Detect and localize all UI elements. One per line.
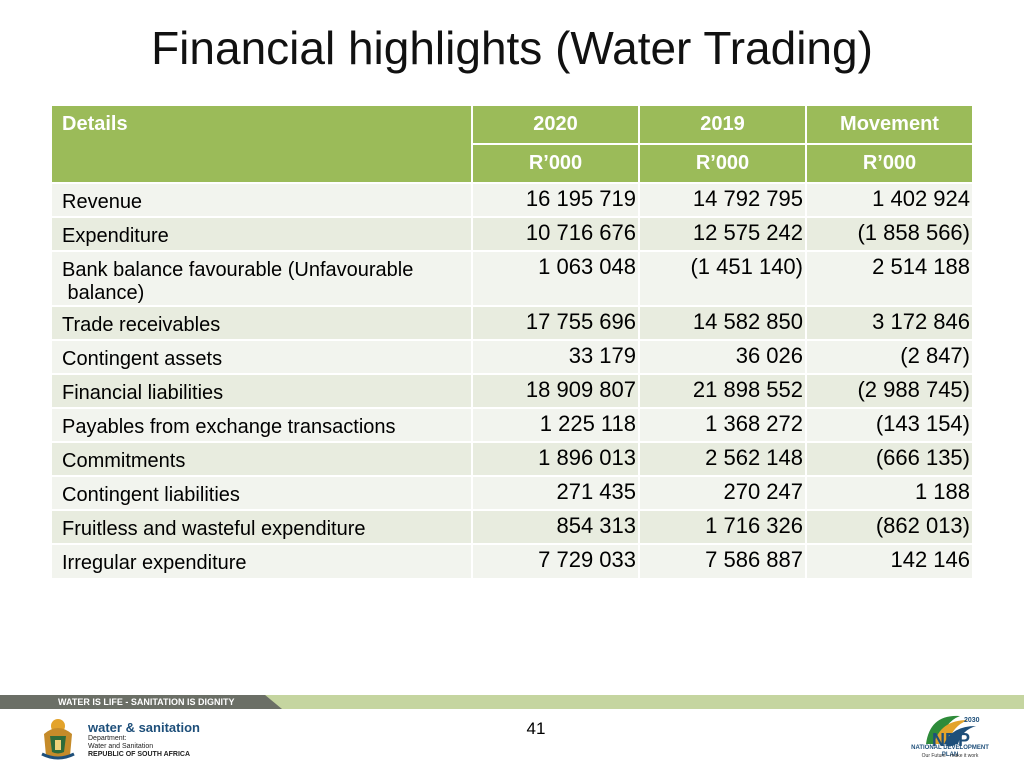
row-label: Financial liabilities — [52, 373, 472, 408]
table-row: Bank balance favourable (Unfavourable ba… — [52, 250, 972, 306]
row-label-text: Trade receivables — [62, 314, 221, 336]
row-label-text: Contingent assets — [62, 348, 223, 370]
header-details: Details — [52, 106, 472, 184]
department-name: water & sanitation — [88, 720, 200, 735]
ndp-logo-icon: 2030 NDP — [926, 715, 980, 750]
value-2020: 18 909 807 — [471, 373, 639, 408]
row-label-text: Expenditure — [62, 225, 169, 247]
value-movement: (2 988 745) — [805, 373, 972, 408]
value-2020: 33 179 — [471, 339, 639, 374]
value-2020: 1 225 118 — [471, 407, 639, 442]
row-label-text-line2: balance) — [62, 282, 145, 304]
value-movement: (2 847) — [805, 339, 972, 374]
table-row: Contingent assets 33 179 36 026 (2 847) — [52, 339, 972, 374]
ndp-mark: NDP — [932, 730, 970, 750]
value-2019: 12 575 242 — [638, 216, 806, 251]
table-row: Expenditure 10 716 676 12 575 242 (1 858 56… — [52, 216, 972, 251]
table-body: Revenue 16 195 719 14 792 795 1 402 924 Expe… — [52, 182, 972, 578]
value-movement: 3 172 846 — [805, 305, 972, 340]
value-2020: 7 729 033 — [471, 543, 639, 578]
header-unit-movement: R’000 — [805, 144, 972, 183]
table-row: Revenue 16 195 719 14 792 795 1 402 924 — [52, 182, 972, 217]
value-2020: 1 896 013 — [471, 441, 639, 476]
value-2020: 10 716 676 — [471, 216, 639, 251]
row-label: Contingent liabilities — [52, 475, 472, 510]
value-2019: 1 368 272 — [638, 407, 806, 442]
table-row: Irregular expenditure 7 729 033 7 586 887 1… — [52, 543, 972, 578]
header-unit-2020: R’000 — [471, 144, 639, 183]
row-label-text: Bank balance favourable (Unfavourable — [62, 259, 414, 281]
ndp-name: NATIONAL DEVELOPMENT PLAN — [911, 745, 989, 758]
department-line-1: Department: — [88, 735, 127, 742]
value-2019: 1 716 326 — [638, 509, 806, 544]
table-row: Commitments 1 896 013 2 562 148 (666 135) — [52, 441, 972, 476]
department-line-2: Water and Sanitation — [88, 743, 154, 750]
value-2019: (1 451 140) — [638, 250, 806, 306]
row-label: Expenditure — [52, 216, 472, 251]
row-label: Payables from exchange transactions — [52, 407, 472, 442]
table-row: Financial liabilities 18 909 807 21 898 55… — [52, 373, 972, 408]
table-row: Contingent liabilities 271 435 270 247 1 18… — [52, 475, 972, 510]
row-label: Revenue — [52, 182, 472, 217]
page-number: 41 — [526, 719, 546, 738]
row-label-text: Irregular expenditure — [62, 552, 247, 574]
header-unit-2019: R’000 — [638, 144, 806, 183]
value-2020: 1 063 048 — [471, 250, 639, 306]
slide-title: Financial highlights (Water Trading) — [151, 22, 873, 74]
ndp-year: 2030 — [964, 717, 980, 724]
header-2020: 2020 — [471, 106, 639, 145]
row-label-text: Financial liabilities — [62, 382, 224, 404]
value-movement: (862 013) — [805, 509, 972, 544]
row-label-text: Commitments — [62, 450, 186, 472]
value-2019: 270 247 — [638, 475, 806, 510]
value-2019: 21 898 552 — [638, 373, 806, 408]
table-row: Payables from exchange transactions 1 225… — [52, 407, 972, 442]
department-brand: water & sanitation Department: Water and… — [88, 720, 200, 759]
row-label: Contingent assets — [52, 339, 472, 374]
value-movement: (1 858 566) — [805, 216, 972, 251]
value-movement: (143 154) — [805, 407, 972, 442]
row-label-text: Contingent liabilities — [62, 484, 240, 506]
value-movement: (666 135) — [805, 441, 972, 476]
value-2020: 271 435 — [471, 475, 639, 510]
table-row: Trade receivables 17 755 696 14 582 850 3 1… — [52, 305, 972, 340]
value-2019: 14 582 850 — [638, 305, 806, 340]
ndp-slogan: Our Future - make it work — [921, 753, 979, 759]
value-movement: 1 188 — [805, 475, 972, 510]
value-movement: 2 514 188 — [805, 250, 972, 306]
row-label: Trade receivables — [52, 305, 472, 340]
footer-tagline: WATER IS LIFE - SANITATION IS DIGNITY — [0, 695, 282, 709]
coat-of-arms-icon — [41, 719, 75, 760]
table-row: Fruitless and wasteful expenditure 854 31… — [52, 509, 972, 544]
department-line-3: REPUBLIC OF SOUTH AFRICA — [88, 751, 191, 758]
value-movement: 1 402 924 — [805, 182, 972, 217]
value-2020: 854 313 — [471, 509, 639, 544]
row-label: Fruitless and wasteful expenditure — [52, 509, 472, 544]
row-label-text: Revenue — [62, 191, 143, 213]
row-label: Irregular expenditure — [52, 543, 472, 578]
row-label: Commitments — [52, 441, 472, 476]
row-label-text: Payables from exchange transactions — [62, 416, 396, 438]
value-2019: 14 792 795 — [638, 182, 806, 217]
value-2020: 17 755 696 — [471, 305, 639, 340]
header-2019: 2019 — [638, 106, 806, 145]
financial-highlights-table: Details 2020 2019 Movement R’000 R’000 R… — [52, 106, 972, 578]
row-label: Bank balance favourable (Unfavourable ba… — [52, 250, 472, 306]
value-2020: 16 195 719 — [471, 182, 639, 217]
value-2019: 2 562 148 — [638, 441, 806, 476]
value-2019: 36 026 — [638, 339, 806, 374]
value-movement: 142 146 — [805, 543, 972, 578]
value-2019: 7 586 887 — [638, 543, 806, 578]
header-movement: Movement — [805, 106, 972, 145]
row-label-text: Fruitless and wasteful expenditure — [62, 518, 366, 540]
